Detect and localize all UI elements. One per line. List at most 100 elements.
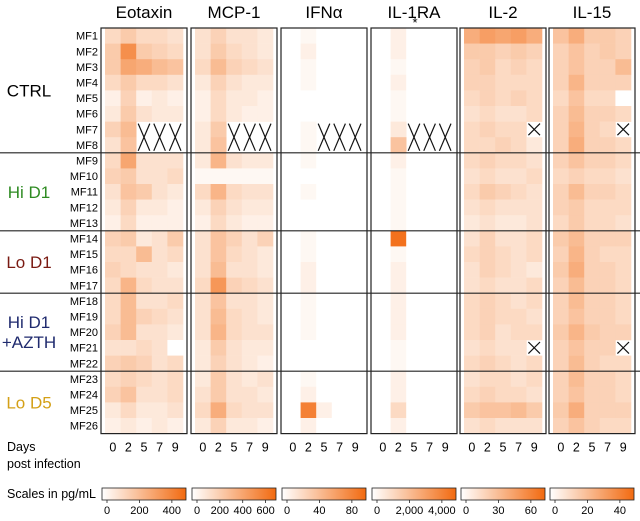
- x-axis-label: post infection: [7, 457, 81, 471]
- heatmap-cell: [151, 293, 168, 310]
- day-tick-label: 2: [484, 441, 491, 455]
- row-label: MF21: [70, 343, 98, 355]
- heatmap-cell: [210, 308, 227, 325]
- row-label: MF3: [76, 62, 98, 74]
- heatmap-cell: [120, 293, 137, 310]
- heatmap-cell: [479, 293, 496, 310]
- heatmap-cell: [195, 168, 211, 185]
- heatmap-cell: [120, 168, 137, 185]
- heatmap-cell: [375, 137, 391, 154]
- heatmap-cell: [195, 43, 211, 60]
- heatmap-cell: [553, 74, 569, 91]
- heatmap-cell: [526, 215, 543, 232]
- heatmap-cell: [347, 199, 364, 216]
- heatmap-cell: [406, 90, 423, 107]
- heatmap-cell: [421, 340, 438, 356]
- heatmap-cell: [285, 121, 301, 138]
- heatmap-cell: [316, 230, 333, 247]
- scale-tick-label: 80: [346, 505, 358, 516]
- heatmap-cell: [390, 418, 407, 434]
- heatmap-cell: [406, 340, 423, 356]
- heatmap-cell: [210, 293, 227, 310]
- heatmap-cell: [226, 28, 243, 44]
- heatmap-cell: [553, 43, 569, 60]
- heatmap-cell: [167, 215, 184, 232]
- heatmap-cell: [105, 90, 121, 107]
- heatmap-cell: [210, 230, 227, 247]
- heatmap-cell: [437, 215, 454, 232]
- heatmap-cell: [300, 152, 317, 169]
- heatmap-cell: [136, 308, 153, 325]
- heatmap-cell: [599, 137, 616, 154]
- heatmap-cell: [495, 277, 512, 294]
- heatmap-cell: [331, 230, 348, 247]
- panel-title: IL-2: [488, 3, 517, 22]
- heatmap-cell: [421, 418, 438, 434]
- heatmap-cell: [526, 106, 543, 122]
- row-label: MF25: [70, 405, 98, 417]
- heatmap-cell: [599, 90, 616, 107]
- heatmap-cell: [553, 121, 569, 138]
- heatmap-cell: [167, 43, 184, 60]
- heatmap-cell: [615, 59, 632, 76]
- heatmap-cell: [464, 355, 480, 372]
- heatmap-cell: [479, 121, 496, 138]
- heatmap-cell: [526, 371, 543, 388]
- heatmap-cell: [285, 386, 301, 403]
- heatmap-cell: [437, 355, 454, 372]
- heatmap-cell: [167, 152, 184, 169]
- heatmap-cell: [241, 28, 258, 44]
- heatmap-cell: [479, 371, 496, 388]
- heatmap-cell: [437, 74, 454, 91]
- heatmap-cell: [316, 106, 333, 122]
- heatmap-cell: [285, 402, 301, 419]
- heatmap-cell: [210, 386, 227, 403]
- heatmap-cell: [406, 184, 423, 200]
- day-tick-label: 0: [379, 441, 386, 455]
- heatmap-cell: [105, 137, 121, 154]
- heatmap-cell: [406, 355, 423, 372]
- heatmap-cell: [553, 59, 569, 76]
- heatmap-cell: [347, 90, 364, 107]
- row-label: MF19: [70, 312, 98, 324]
- heatmap-cell: [151, 184, 168, 200]
- heatmap-cell: [510, 106, 527, 122]
- heatmap-cell: [285, 74, 301, 91]
- heatmap-cell: [568, 59, 585, 76]
- heatmap-cell: [241, 262, 258, 278]
- heatmap-cell: [390, 152, 407, 169]
- heatmap-cell: [120, 137, 137, 154]
- heatmap-cell: [136, 90, 153, 107]
- heatmap-cell: [136, 59, 153, 76]
- heatmap-cell: [568, 28, 585, 44]
- heatmap-cell: [464, 340, 480, 356]
- heatmap-cell: [241, 355, 258, 372]
- heatmap-cell: [136, 199, 153, 216]
- heatmap-cell: [599, 121, 616, 138]
- heatmap-cell: [347, 215, 364, 232]
- heatmap-cell: [300, 308, 317, 325]
- heatmap-cell: [226, 59, 243, 76]
- heatmap-cell: [568, 355, 585, 372]
- day-tick-label: 2: [305, 441, 312, 455]
- heatmap-cell: [599, 230, 616, 247]
- heatmap-cell: [390, 293, 407, 310]
- heatmap-cell: [599, 324, 616, 341]
- color-scale-bar: [549, 487, 635, 501]
- heatmap-cell: [347, 402, 364, 419]
- heatmap-cell: [421, 324, 438, 341]
- heatmap-cell: [479, 355, 496, 372]
- heatmap-cell: [510, 246, 527, 263]
- heatmap-cell: [120, 90, 137, 107]
- heatmap-cell: [421, 230, 438, 247]
- heatmap-cell: [105, 402, 121, 419]
- heatmap-cell: [390, 340, 407, 356]
- heatmap-cell: [390, 277, 407, 294]
- heatmap-cell: [615, 43, 632, 60]
- heatmap-cell: [421, 184, 438, 200]
- heatmap-cell: [584, 199, 601, 216]
- heatmap-cell: [257, 340, 274, 356]
- heatmap-cell: [210, 418, 227, 434]
- heatmap-cell: [510, 418, 527, 434]
- heatmap-cell: [285, 262, 301, 278]
